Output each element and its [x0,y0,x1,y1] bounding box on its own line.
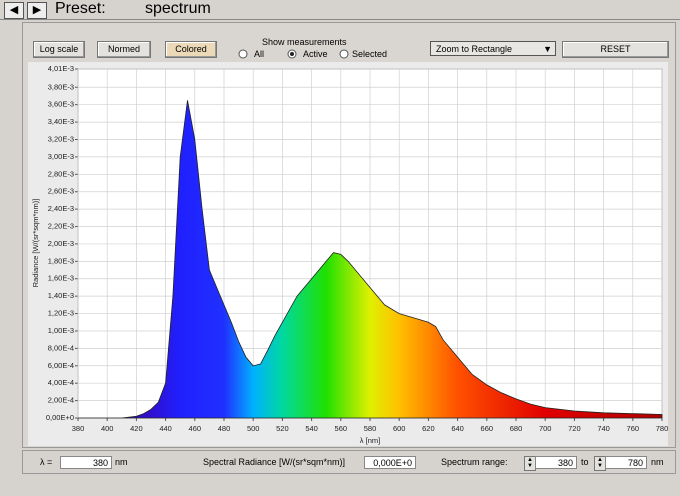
lambda-input[interactable]: 380 [60,456,112,469]
preset-label: Preset: [55,0,106,17]
radio-label: Active [303,49,328,59]
zoom-dropdown[interactable]: Zoom to Rectangle ▼ [430,41,556,56]
y-tick-label: 2,60E-3 [48,187,74,196]
radiance-label: Spectral Radiance [W/(sr*sqm*nm)] [203,457,346,467]
radio-all[interactable] [238,49,248,59]
y-tick-label: 1,40E-3 [48,291,74,300]
x-tick-label: 780 [656,424,669,433]
range-to-input[interactable]: 780 [605,456,647,469]
x-tick-label: 540 [305,424,318,433]
lambda-unit: nm [115,457,128,467]
y-tick-label: 2,00E-4 [48,396,74,405]
preset-name: spectrum [145,0,211,17]
forward-button[interactable]: ▶ [27,2,47,19]
measurements-title: Show measurements [262,37,347,47]
y-tick-label: 3,60E-3 [48,100,74,109]
y-tick-label: 3,40E-3 [48,117,74,126]
log-scale-button[interactable]: Log scale [33,41,85,58]
x-tick-label: 460 [189,424,202,433]
y-tick-label: 3,00E-3 [48,152,74,161]
range-to-label: to [581,457,589,467]
y-tick-label: 4,00E-4 [48,378,74,387]
y-tick-label: 2,80E-3 [48,169,74,178]
y-tick-label: 1,80E-3 [48,256,74,265]
normed-button[interactable]: Normed [97,41,151,58]
x-tick-label: 680 [510,424,523,433]
footer-panel [22,450,676,474]
y-tick-label: 1,60E-3 [48,274,74,283]
x-tick-label: 420 [130,424,143,433]
lambda-label: λ = [40,457,53,467]
radio-icons [238,49,349,59]
x-tick-label: 660 [481,424,494,433]
range-label: Spectrum range: [441,457,508,467]
x-tick-label: 760 [627,424,640,433]
zoom-mode: Zoom to Rectangle [436,44,513,54]
y-tick-label: 4,01E-3 [48,64,74,73]
y-tick-label: 6,00E-4 [48,361,74,370]
y-tick-label: 1,20E-3 [48,309,74,318]
x-tick-label: 580 [364,424,377,433]
spinner[interactable]: ▲ ▼ [524,456,536,471]
radio-dot [290,52,294,56]
x-tick-label: 560 [335,424,348,433]
x-tick-label: 720 [568,424,581,433]
y-tick-label: 1,00E-3 [48,326,74,335]
radiance-input[interactable]: 0,000E+0 [364,456,416,469]
x-tick-label: 640 [451,424,464,433]
x-tick-label: 740 [597,424,610,433]
x-tick-label: 500 [247,424,260,433]
x-tick-label: 480 [218,424,231,433]
y-tick-label: 2,00E-3 [48,239,74,248]
y-axis-label: Radiance [W/(sr*sqm*nm)] [31,199,40,288]
x-tick-label: 700 [539,424,552,433]
dropdown-arrow: ▼ [543,44,552,54]
reset-button[interactable]: RESET [562,41,669,58]
y-tick-label: 8,00E-4 [48,343,74,352]
x-tick-label: 620 [422,424,435,433]
y-tick-label: 2,40E-3 [48,204,74,213]
range-from-input[interactable]: 380 [535,456,577,469]
separator [0,19,680,20]
back-button[interactable]: ◀ [4,2,24,19]
y-tick-label: 0,00E+0 [46,413,74,422]
range-unit: nm [651,457,664,467]
radio-selected[interactable] [339,49,349,59]
y-tick-label: 3,80E-3 [48,82,74,91]
x-tick-label: 520 [276,424,289,433]
x-tick-label: 380 [72,424,85,433]
spectrum-area [78,100,663,419]
x-tick-label: 600 [393,424,406,433]
y-tick-label: 3,20E-3 [48,134,74,143]
x-tick-label: 400 [101,424,114,433]
radio-label: All [254,49,265,59]
y-tick-label: 2,20E-3 [48,222,74,231]
radio-label: Selected [352,49,388,59]
x-tick-label: 440 [159,424,172,433]
x-axis-label: λ [nm] [360,436,380,445]
colored-button[interactable]: Colored [165,41,217,58]
